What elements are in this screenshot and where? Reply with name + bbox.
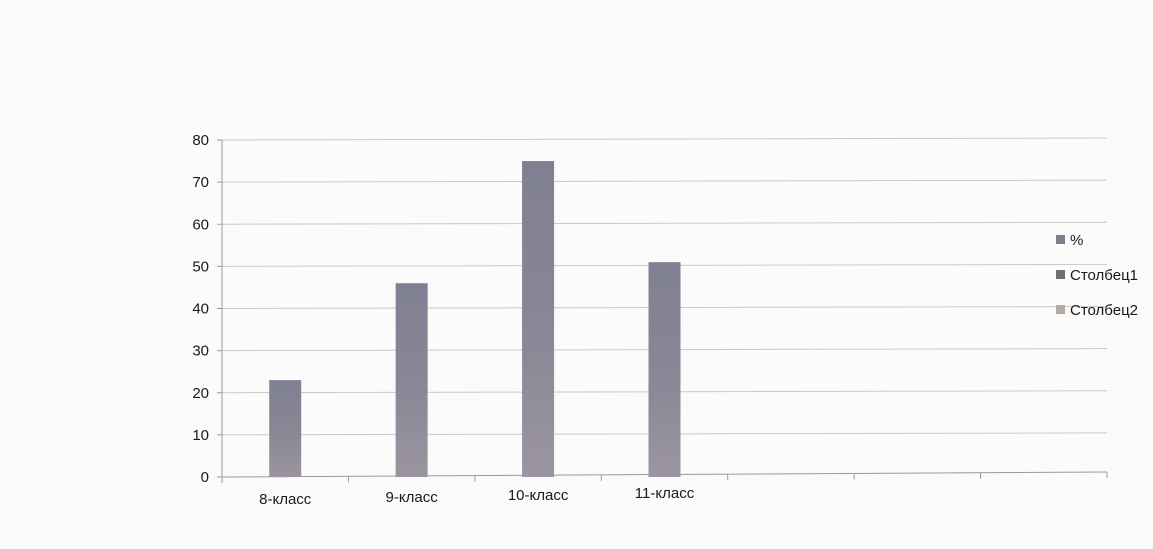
legend-swatch <box>1056 235 1065 244</box>
bars <box>269 161 681 477</box>
bar-3 <box>522 161 555 477</box>
y-tick-label: 60 <box>192 216 209 233</box>
y-tick-label: 50 <box>192 258 209 275</box>
legend-label: Столбец2 <box>1070 302 1138 319</box>
legend-swatch <box>1056 305 1065 314</box>
bar-2 <box>395 283 428 477</box>
bar-1 <box>269 380 302 477</box>
gridline <box>221 221 1108 225</box>
x-tick-label: 11-класс <box>635 485 695 502</box>
y-tick-label: 10 <box>192 427 209 444</box>
y-tick-label: 30 <box>192 343 209 360</box>
y-tick-label: 0 <box>201 469 209 486</box>
y-tick-label: 80 <box>192 132 209 149</box>
y-tick-label: 40 <box>192 301 209 318</box>
legend: % Столбец1 Столбец2 <box>1056 232 1138 319</box>
legend-label: Столбец1 <box>1070 267 1138 284</box>
x-tick-label: 10-класс <box>508 487 569 504</box>
legend-swatch <box>1056 270 1065 279</box>
bar-4 <box>648 262 681 477</box>
legend-label: % <box>1070 232 1083 249</box>
x-tick-label: 8-класс <box>259 491 312 508</box>
y-tick-label: 70 <box>192 174 209 191</box>
gridline <box>221 179 1108 183</box>
y-tick-label: 20 <box>192 385 209 402</box>
x-tick-label: 9-класс <box>386 489 439 506</box>
y-tick-labels: 0 10 20 30 40 50 60 70 80 <box>192 132 209 486</box>
gridline <box>221 137 1108 141</box>
x-tick-labels: 8-класс 9-класс 10-класс 11-класс <box>259 485 695 508</box>
